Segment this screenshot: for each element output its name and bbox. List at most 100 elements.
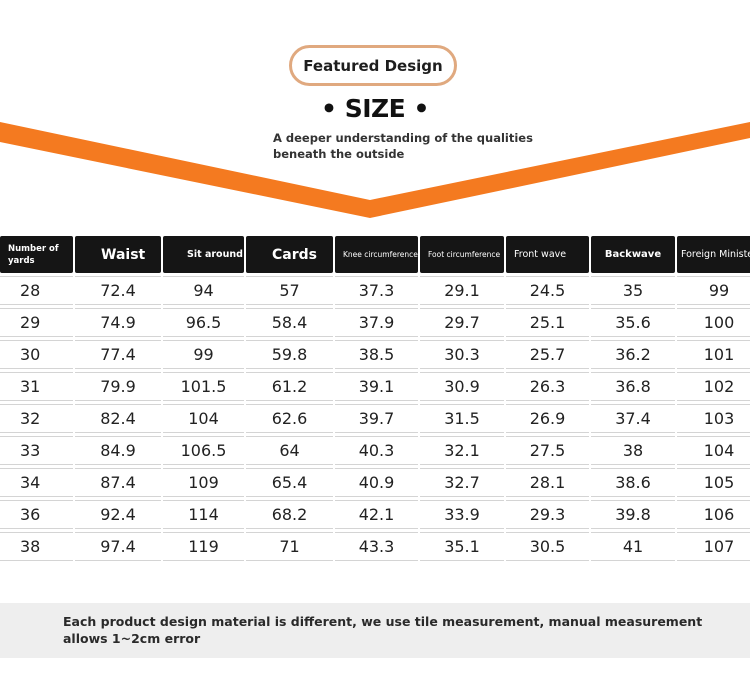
column-header-sit-around: Sit around bbox=[163, 236, 244, 273]
table-cell: 101.5 bbox=[163, 372, 244, 401]
table-cell: 29.1 bbox=[420, 276, 504, 305]
table-cell: 37.3 bbox=[335, 276, 418, 305]
column-header-backwave: Backwave bbox=[591, 236, 675, 273]
table-cell: 31.5 bbox=[420, 404, 504, 433]
table-cell: 33.9 bbox=[420, 500, 504, 529]
table-cell: 32 bbox=[0, 404, 73, 433]
table-cell: 57 bbox=[246, 276, 333, 305]
table-cell: 104 bbox=[163, 404, 244, 433]
table-cell: 99 bbox=[677, 276, 750, 305]
table-cell: 61.2 bbox=[246, 372, 333, 401]
table-cell: 36.8 bbox=[591, 372, 675, 401]
table-cell: 106 bbox=[677, 500, 750, 529]
table-cell: 119 bbox=[163, 532, 244, 561]
table-cell: 39.7 bbox=[335, 404, 418, 433]
table-cell: 30.9 bbox=[420, 372, 504, 401]
table-row: 33 84.9 106.5 64 40.3 32.1 27.5 38 104 bbox=[0, 436, 750, 465]
table-cell: 77.4 bbox=[75, 340, 161, 369]
column-header-yards: Number of yards bbox=[0, 236, 73, 273]
table-cell: 33 bbox=[0, 436, 73, 465]
table-cell: 38.5 bbox=[335, 340, 418, 369]
table-cell: 28 bbox=[0, 276, 73, 305]
table-cell: 74.9 bbox=[75, 308, 161, 337]
table-row: 32 82.4 104 62.6 39.7 31.5 26.9 37.4 103 bbox=[0, 404, 750, 433]
table-cell: 25.1 bbox=[506, 308, 589, 337]
column-header-foreign-minister: Foreign Minister bbox=[677, 236, 750, 273]
table-cell: 105 bbox=[677, 468, 750, 497]
table-cell: 41 bbox=[591, 532, 675, 561]
table-row: 34 87.4 109 65.4 40.9 32.7 28.1 38.6 105 bbox=[0, 468, 750, 497]
column-header-cards: Cards bbox=[246, 236, 333, 273]
table-cell: 26.3 bbox=[506, 372, 589, 401]
table-cell: 26.9 bbox=[506, 404, 589, 433]
column-header-foot: Foot circumference bbox=[420, 236, 504, 273]
featured-design-badge: Featured Design bbox=[289, 45, 457, 86]
table-cell: 114 bbox=[163, 500, 244, 529]
table-cell: 39.1 bbox=[335, 372, 418, 401]
table-cell: 58.4 bbox=[246, 308, 333, 337]
chevron-decoration bbox=[0, 122, 750, 218]
table-cell: 62.6 bbox=[246, 404, 333, 433]
table-row: 30 77.4 99 59.8 38.5 30.3 25.7 36.2 101 bbox=[0, 340, 750, 369]
table-cell: 106.5 bbox=[163, 436, 244, 465]
table-cell: 35 bbox=[591, 276, 675, 305]
table-cell: 79.9 bbox=[75, 372, 161, 401]
table-cell: 29 bbox=[0, 308, 73, 337]
table-cell: 38 bbox=[0, 532, 73, 561]
table-cell: 32.1 bbox=[420, 436, 504, 465]
table-cell: 94 bbox=[163, 276, 244, 305]
table-cell: 24.5 bbox=[506, 276, 589, 305]
table-cell: 65.4 bbox=[246, 468, 333, 497]
table-cell: 28.1 bbox=[506, 468, 589, 497]
table-cell: 92.4 bbox=[75, 500, 161, 529]
table-cell: 82.4 bbox=[75, 404, 161, 433]
table-cell: 71 bbox=[246, 532, 333, 561]
table-cell: 29.7 bbox=[420, 308, 504, 337]
table-cell: 64 bbox=[246, 436, 333, 465]
table-cell: 40.3 bbox=[335, 436, 418, 465]
column-header-front-wave: Front wave bbox=[506, 236, 589, 273]
table-cell: 38.6 bbox=[591, 468, 675, 497]
badge-label: Featured Design bbox=[303, 56, 443, 75]
table-cell: 37.4 bbox=[591, 404, 675, 433]
table-cell: 25.7 bbox=[506, 340, 589, 369]
table-cell: 39.8 bbox=[591, 500, 675, 529]
table-cell: 104 bbox=[677, 436, 750, 465]
column-header-waist: Waist bbox=[75, 236, 161, 273]
table-cell: 35.6 bbox=[591, 308, 675, 337]
table-header-row: Number of yards Waist Sit around Cards K… bbox=[0, 236, 750, 273]
table-cell: 102 bbox=[677, 372, 750, 401]
table-cell: 40.9 bbox=[335, 468, 418, 497]
table-cell: 30.3 bbox=[420, 340, 504, 369]
table-cell: 30 bbox=[0, 340, 73, 369]
table-cell: 43.3 bbox=[335, 532, 418, 561]
table-cell: 38 bbox=[591, 436, 675, 465]
table-cell: 29.3 bbox=[506, 500, 589, 529]
note-text: Each product design material is differen… bbox=[63, 614, 703, 646]
table-cell: 99 bbox=[163, 340, 244, 369]
table-cell: 87.4 bbox=[75, 468, 161, 497]
table-cell: 32.7 bbox=[420, 468, 504, 497]
table-cell: 36 bbox=[0, 500, 73, 529]
table-row: 28 72.4 94 57 37.3 29.1 24.5 35 99 bbox=[0, 276, 750, 305]
table-cell: 30.5 bbox=[506, 532, 589, 561]
table-cell: 107 bbox=[677, 532, 750, 561]
table-body: 28 72.4 94 57 37.3 29.1 24.5 35 99 29 74.9 96.5 58.4… bbox=[0, 276, 750, 561]
table-cell: 31 bbox=[0, 372, 73, 401]
table-cell: 34 bbox=[0, 468, 73, 497]
size-table: Number of yards Waist Sit around Cards K… bbox=[0, 233, 750, 564]
table-cell: 84.9 bbox=[75, 436, 161, 465]
table-cell: 35.1 bbox=[420, 532, 504, 561]
measurement-note: Each product design material is differen… bbox=[0, 603, 750, 658]
table-cell: 72.4 bbox=[75, 276, 161, 305]
table-row: 29 74.9 96.5 58.4 37.9 29.7 25.1 35.6 100 bbox=[0, 308, 750, 337]
table-row: 38 97.4 119 71 43.3 35.1 30.5 41 107 bbox=[0, 532, 750, 561]
table-cell: 27.5 bbox=[506, 436, 589, 465]
table-cell: 68.2 bbox=[246, 500, 333, 529]
table-cell: 97.4 bbox=[75, 532, 161, 561]
table-cell: 36.2 bbox=[591, 340, 675, 369]
table-cell: 37.9 bbox=[335, 308, 418, 337]
table-cell: 59.8 bbox=[246, 340, 333, 369]
page-title: • SIZE • bbox=[321, 94, 429, 123]
table-row: 31 79.9 101.5 61.2 39.1 30.9 26.3 36.8 102 bbox=[0, 372, 750, 401]
